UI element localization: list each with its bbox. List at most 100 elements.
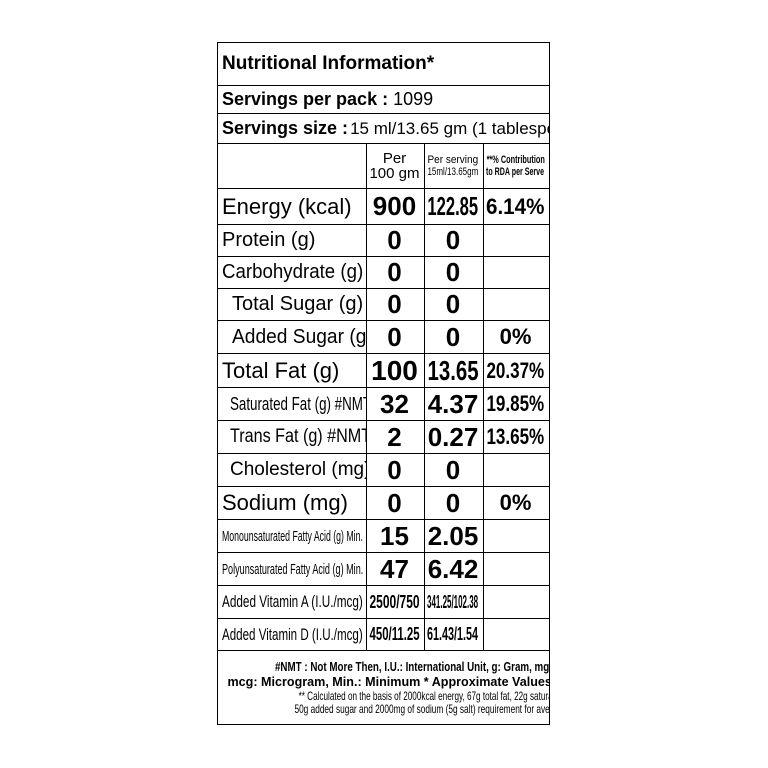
value-cell: 0 <box>367 289 425 321</box>
nutrient-value: 15 <box>380 520 409 551</box>
nutrient-value: 13.65 <box>427 354 479 386</box>
value-cell <box>484 454 549 487</box>
value-cell <box>484 619 549 651</box>
column-header-line: Per serving <box>427 154 479 166</box>
row-label: Polyunsaturated Fatty Acid (g) Min. <box>218 553 367 586</box>
row-label: Carbohydrate (g) <box>218 257 367 289</box>
nutrient-value: 0 <box>387 454 402 485</box>
nutrient-name: Saturated Fat (g) #NMT <box>230 393 367 414</box>
nutrition-label: Nutritional Information* Servings per pac… <box>217 42 550 725</box>
row-label: Added Vitamin A (I.U./mcg) <box>218 586 367 619</box>
value-cell: 341.25/102.38 <box>425 586 484 619</box>
value-cell: 0% <box>484 487 549 520</box>
value-cell: 2.05 <box>425 520 484 553</box>
value-cell: 0 <box>425 289 484 321</box>
servings-pack-label: Servings per pack : <box>222 89 389 109</box>
row-label: Cholesterol (mg) <box>218 454 367 487</box>
title: Nutritional Information* <box>222 53 435 74</box>
value-cell: 0 <box>367 225 425 257</box>
value-cell: 6.14% <box>484 189 549 225</box>
serving-size-row: Servings size :15 ml/13.65 gm (1 tablesp… <box>218 114 549 144</box>
nutrient-value: 0 <box>445 487 461 518</box>
nutrient-value: 0% <box>499 490 532 515</box>
column-header-line: Per <box>382 150 407 167</box>
nutrient-value: 6.42 <box>427 553 479 584</box>
nutrient-name: Carbohydrate (g) <box>222 261 364 283</box>
nutrient-value: 0% <box>499 324 532 349</box>
row-label: Trans Fat (g) #NMT <box>218 421 367 454</box>
value-cell <box>484 553 549 586</box>
value-cell: 0 <box>425 225 484 257</box>
nutrient-value: 900 <box>372 191 417 221</box>
row-label: Added Sugar (g) <box>218 321 367 354</box>
column-header-line: 100 gm <box>369 165 420 182</box>
value-cell: 0 <box>367 321 425 354</box>
value-cell: 0 <box>367 487 425 520</box>
value-cell <box>484 257 549 289</box>
value-cell: 15 <box>367 520 425 553</box>
value-cell: 0% <box>484 321 549 354</box>
nutrient-value: 0 <box>387 257 402 287</box>
value-cell: 32 <box>367 388 425 421</box>
nutrient-value: 122.85 <box>427 191 479 221</box>
column-header-line: **% Contribution <box>486 154 545 166</box>
column-header-line: 15ml/13.65gm <box>427 166 479 178</box>
title-row: Nutritional Information* <box>218 43 549 86</box>
value-cell: 47 <box>367 553 425 586</box>
nutrient-value: 100 <box>371 354 418 386</box>
value-cell: 122.85 <box>425 189 484 225</box>
nutrient-value: 6.14% <box>486 193 545 219</box>
servings-pack-row: Servings per pack :1099 <box>218 86 549 114</box>
value-cell: 2500/750 <box>367 586 425 619</box>
nutrient-name: Protein (g) <box>222 229 316 251</box>
nutrient-name: Polyunsaturated Fatty Acid (g) Min. <box>222 560 364 578</box>
row-label: Monounsaturated Fatty Acid (g) Min. <box>218 520 367 553</box>
nutrient-value: 0 <box>387 225 402 255</box>
nutrient-value: 47 <box>380 553 409 584</box>
value-cell: 0.27 <box>425 421 484 454</box>
nutrient-value: 4.37 <box>427 388 479 419</box>
row-label: Protein (g) <box>218 225 367 257</box>
row-label: Sodium (mg) <box>218 487 367 520</box>
value-cell: 900 <box>367 189 425 225</box>
value-cell: 0 <box>367 257 425 289</box>
nutrient-value: 13.65% <box>486 424 545 449</box>
value-cell: 0 <box>425 454 484 487</box>
value-cell: 450/11.25 <box>367 619 425 651</box>
value-cell: 6.42 <box>425 553 484 586</box>
nutrient-value: 0 <box>387 487 402 518</box>
nutrient-name: Total Sugar (g) <box>232 293 364 315</box>
nutrient-value: 0 <box>387 289 402 319</box>
serving-size-label: Servings size : <box>222 118 349 138</box>
footnotes: #NMT : Not More Then, I.U.: Internationa… <box>218 651 549 724</box>
value-cell: 13.65 <box>425 354 484 388</box>
nutrient-value: 0 <box>445 321 461 352</box>
value-cell: 61.43/1.54 <box>425 619 484 651</box>
nutrient-value: 0 <box>445 225 461 255</box>
nutrient-name: Sodium (mg) <box>222 490 348 515</box>
value-cell: 2 <box>367 421 425 454</box>
value-cell: 0 <box>425 321 484 354</box>
column-header: **% Contribution to RDA per Serve <box>484 144 549 189</box>
nutrient-value: 0.27 <box>427 421 479 452</box>
row-label: Energy (kcal) <box>218 189 367 225</box>
nutrient-name: Cholesterol (mg) <box>230 459 367 480</box>
value-cell <box>484 289 549 321</box>
nutrient-value: 450/11.25 <box>369 624 420 644</box>
nutrient-value: 341.25/102.38 <box>427 591 479 612</box>
value-cell <box>484 586 549 619</box>
nutrient-value: 0 <box>445 454 461 485</box>
footnote: ** Calculated on the basis of 2000kcal e… <box>298 688 549 703</box>
row-label: Added Vitamin D (I.U./mcg) <box>218 619 367 651</box>
value-cell: 100 <box>367 354 425 388</box>
nutrient-name: Monounsaturated Fatty Acid (g) Min. <box>222 527 363 545</box>
column-header-line: to RDA per Serve <box>486 166 545 178</box>
column-header: Per serving 15ml/13.65gm <box>425 144 484 189</box>
row-label: Total Fat (g) <box>218 354 367 388</box>
value-cell: 20.37% <box>484 354 549 388</box>
value-cell: 19.85% <box>484 388 549 421</box>
nutrient-name: Energy (kcal) <box>222 193 352 219</box>
nutrient-value: 0 <box>387 321 402 352</box>
footnote: mcg: Microgram, Min.: Minimum * Approxim… <box>227 673 549 689</box>
nutrient-value: 20.37% <box>486 357 545 383</box>
